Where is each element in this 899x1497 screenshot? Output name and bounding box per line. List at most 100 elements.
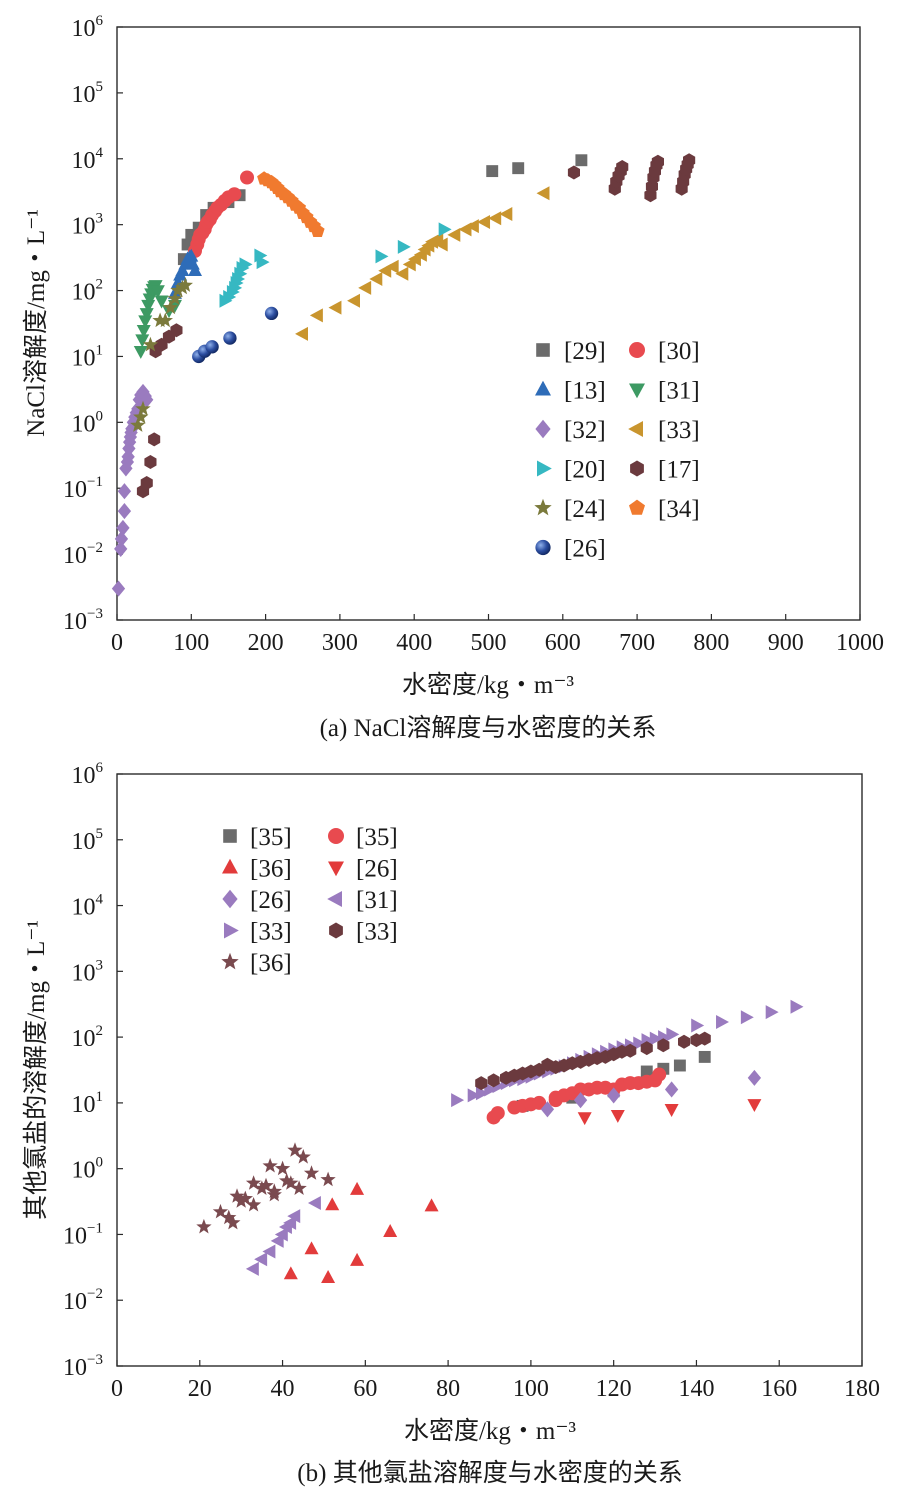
y-tick-label: 10−2 [63, 1286, 103, 1315]
data-point [438, 222, 452, 237]
data-point [229, 1188, 245, 1203]
data-point [111, 580, 126, 597]
data-point [573, 1092, 588, 1109]
data-point [487, 1073, 500, 1088]
legend-marker [328, 861, 344, 877]
data-point [274, 1160, 291, 1176]
axis-ticks: 0 20 40 60 80 100 120 140 160 180 10−3 10−2 10−1 100 1… [63, 760, 880, 1402]
plot-frame [116, 26, 861, 621]
x-tick-label: 180 [844, 1376, 880, 1402]
data-point [245, 1175, 262, 1190]
data-point [279, 1172, 295, 1188]
legend-label: [26] [564, 536, 606, 563]
legend-label: [13] [564, 378, 606, 405]
legend-marker [327, 891, 342, 907]
data-point [274, 1227, 288, 1242]
y-tick-label: 106 [72, 13, 104, 42]
legend-marker [537, 460, 552, 477]
x-tick-label: 0 [111, 1376, 123, 1402]
data-point [283, 1175, 299, 1190]
data-point [325, 1197, 340, 1211]
legend-label: [36] [250, 950, 292, 977]
series-5 [245, 1196, 321, 1276]
data-point [170, 323, 183, 338]
y-tick-label: 100 [72, 408, 104, 437]
data-point [135, 334, 150, 348]
data-point [484, 1082, 498, 1097]
data-point [320, 1171, 336, 1187]
y-tick-label: 106 [72, 760, 104, 789]
legend-marker [223, 829, 237, 843]
data-point [150, 285, 165, 299]
data-point [664, 1104, 679, 1117]
legend-marker [629, 342, 645, 358]
data-point [148, 432, 161, 447]
legend-marker [629, 499, 645, 515]
x-tick-label: 0 [111, 630, 123, 656]
legend-marker [534, 498, 552, 516]
data-point [747, 1099, 762, 1113]
data-point [577, 1112, 592, 1126]
data-point [666, 1027, 680, 1042]
series-8 [196, 1142, 336, 1234]
data-point [254, 1252, 268, 1267]
y-tick-label: 101 [72, 342, 104, 371]
y-tick-label: 10−1 [63, 474, 103, 503]
legend-label: [33] [250, 919, 292, 946]
series-7 [136, 153, 696, 499]
data-point [196, 1218, 212, 1234]
chart-a: 0 100 200 300 400 500 600 700 800 900 1000 10−3 10−2… [22, 13, 884, 742]
chart-b-legend: [35] [35] [36] [26] [26] [31] [33] [33] [36] [221, 824, 398, 977]
y-tick-label: 105 [72, 79, 104, 108]
y-tick-label: 105 [72, 826, 104, 855]
series-8 [130, 277, 193, 432]
legend-marker [328, 828, 344, 844]
data-point [142, 336, 159, 352]
data-point [616, 160, 629, 174]
data-point [233, 1193, 249, 1208]
data-point [121, 448, 135, 465]
y-tick-label: 100 [72, 1155, 104, 1184]
legend-marker [535, 380, 551, 396]
data-point [475, 1086, 489, 1101]
data-point [624, 1043, 637, 1058]
y-tick-label: 10−2 [63, 540, 103, 569]
legend-label: [30] [658, 338, 700, 365]
data-point [698, 1050, 711, 1063]
data-point [184, 248, 199, 262]
legend-marker [629, 383, 645, 399]
x-tick-label: 40 [271, 1376, 295, 1402]
data-point [673, 1059, 686, 1072]
x-tick-label: 700 [619, 630, 655, 656]
data-point [266, 1186, 282, 1202]
data-point [170, 282, 186, 298]
data-point [447, 227, 461, 242]
y-tick-label: 10−1 [63, 1220, 103, 1249]
data-point [237, 1190, 253, 1206]
y-axis-label: NaCl溶解度/mg・L⁻¹ [22, 209, 50, 437]
data-point [262, 1157, 278, 1173]
data-point [575, 154, 588, 167]
data-point [303, 1165, 320, 1180]
legend-label: [26] [250, 887, 292, 914]
data-point [223, 331, 237, 345]
legend-label: [17] [658, 457, 700, 484]
y-tick-label: 103 [72, 957, 104, 986]
x-tick-label: 80 [436, 1376, 460, 1402]
x-tick-label: 20 [188, 1376, 212, 1402]
data-point [747, 1069, 762, 1086]
y-tick-label: 102 [72, 1023, 104, 1052]
chart-a-marks [111, 153, 696, 597]
data-point [490, 1106, 505, 1121]
legend-label: [33] [658, 417, 700, 444]
y-tick-label: 10−3 [63, 606, 103, 635]
y-tick-label: 103 [72, 211, 104, 240]
data-point [540, 1101, 555, 1118]
data-point [385, 259, 399, 274]
data-point [240, 170, 255, 185]
x-tick-label: 120 [596, 1376, 632, 1402]
legend-label: [32] [564, 417, 606, 444]
data-point [133, 345, 148, 359]
y-tick-label: 102 [72, 277, 104, 306]
data-point [114, 530, 129, 547]
